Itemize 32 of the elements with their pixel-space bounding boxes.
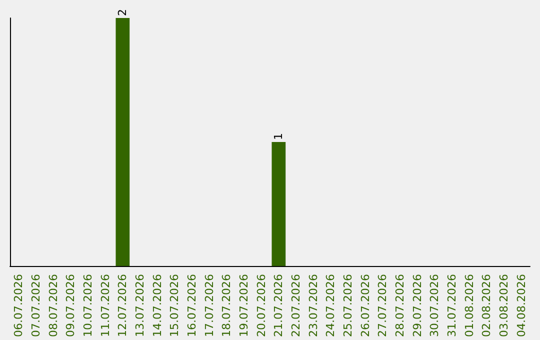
x-tick-label: 07.07.2026 (30, 274, 42, 338)
data-label: 2 (116, 9, 130, 16)
x-tick-label: 10.07.2026 (82, 274, 94, 338)
x-tick-label: 15.07.2026 (168, 274, 182, 338)
x-tick-label: 06.07.2026 (12, 274, 26, 338)
x-tick-label: 08.07.2026 (46, 274, 60, 338)
x-tick-label: 12.07.2026 (116, 274, 130, 338)
x-tick-label: 19.07.2026 (238, 274, 250, 338)
x-tick-label: 20.07.2026 (254, 274, 268, 338)
x-tick-label: 18.07.2026 (220, 274, 234, 338)
x-tick-label: 29.07.2026 (410, 274, 424, 338)
data-label: 1 (272, 133, 286, 140)
x-tick-label: 09.07.2026 (64, 274, 78, 338)
x-tick-label: 16.07.2026 (186, 274, 198, 338)
x-tick-label: 31.07.2026 (446, 274, 458, 338)
x-tick-label: 27.07.2026 (376, 274, 390, 338)
x-tick-label: 01.08.2026 (462, 274, 476, 338)
x-tick-label: 11.07.2026 (98, 274, 112, 338)
x-tick-label: 02.08.2026 (480, 274, 494, 338)
x-tick-label: 13.07.2026 (134, 274, 146, 338)
x-tick-label: 28.07.2026 (394, 274, 406, 338)
x-tick-label: 17.07.2026 (202, 274, 216, 338)
x-tick-label: 30.07.2026 (428, 274, 442, 338)
x-tick-label: 24.07.2026 (324, 274, 338, 338)
x-tick-label: 23.07.2026 (306, 274, 320, 338)
x-tick-label: 21.07.2026 (272, 274, 286, 338)
x-tick-label: 26.07.2026 (358, 274, 372, 338)
x-tick-label: 22.07.2026 (290, 274, 302, 338)
x-tick-label: 03.08.2026 (498, 274, 510, 338)
x-tick-label: 14.07.2026 (150, 274, 164, 338)
x-tick-label: 04.08.2026 (514, 274, 528, 338)
x-tick-label: 25.07.2026 (342, 274, 354, 338)
